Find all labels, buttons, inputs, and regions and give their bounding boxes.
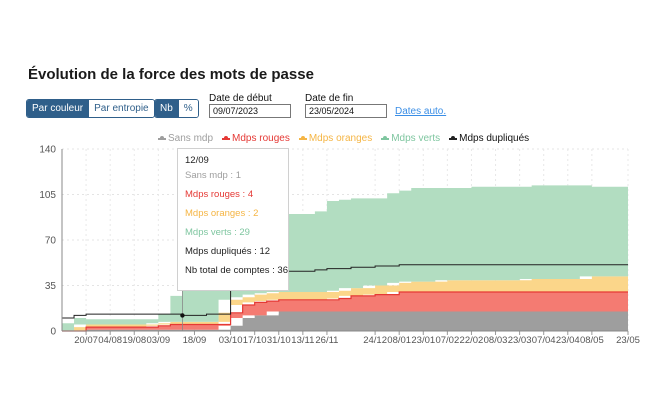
percent-button[interactable]: % xyxy=(177,100,198,117)
legend-swatch xyxy=(158,136,166,140)
legend-swatch xyxy=(298,136,307,140)
chart-legend: Sans mdp Mdps rouges Mdps oranges Mdps v… xyxy=(158,133,529,144)
x-tick-label: 03/09 xyxy=(146,335,170,346)
legend-item-duplicated[interactable]: Mdps dupliqués xyxy=(449,133,529,144)
area-series xyxy=(62,311,628,331)
x-tick-label: 23/01 xyxy=(411,335,435,346)
tooltip-date: 12/09 xyxy=(185,155,209,166)
tooltip-green: Mdps verts : 29 xyxy=(185,227,250,238)
chart-tooltip: 12/09 Sans mdp : 1 Mdps rouges : 4 Mdps … xyxy=(177,148,289,291)
legend-label: Mdps oranges xyxy=(308,133,373,144)
legend-item-red[interactable]: Mdps rouges xyxy=(222,133,290,144)
x-tick-label: 08/01 xyxy=(387,335,411,346)
legend-item-green[interactable]: Mdps verts xyxy=(381,133,440,144)
y-tick-label: 35 xyxy=(45,281,57,292)
x-tick-label: 03/10 xyxy=(219,335,243,346)
x-tick-label: 31/10 xyxy=(267,335,291,346)
by-color-button[interactable]: Par couleur xyxy=(27,100,89,117)
unit-toggle: Nb % xyxy=(154,99,199,118)
legend-label: Sans mdp xyxy=(168,133,214,144)
start-date-label: Date de début xyxy=(209,93,272,104)
x-tick-label: 23/03 xyxy=(508,335,532,346)
x-tick-label: 07/02 xyxy=(435,335,459,346)
auto-dates-link[interactable]: Dates auto. xyxy=(395,106,447,117)
tooltip-total: Nb total de comptes : 36 xyxy=(185,265,288,276)
x-tick-label: 24/12 xyxy=(363,335,387,346)
x-tick-label: 13/11 xyxy=(291,335,314,346)
legend-label: Mdps verts xyxy=(391,133,441,144)
hover-point-duplicated xyxy=(180,313,185,318)
tooltip-duplicated: Mdps dupliqués : 12 xyxy=(185,246,271,257)
y-tick-label: 140 xyxy=(39,145,56,156)
x-tick-label: 23/05 xyxy=(616,335,640,346)
mode-toggle: Par couleur Par entropie xyxy=(26,99,155,118)
duplicated-line xyxy=(62,264,628,319)
x-tick-label: 17/10 xyxy=(243,335,267,346)
tooltip-red: Mdps rouges : 4 xyxy=(185,189,254,200)
legend-swatch xyxy=(449,136,458,140)
y-tick-label: 105 xyxy=(39,190,56,201)
legend-swatch xyxy=(381,136,390,140)
end-date-label: Date de fin xyxy=(305,93,354,104)
x-tick-label: 26/11 xyxy=(315,335,338,346)
by-entropy-button[interactable]: Par entropie xyxy=(88,100,154,117)
red-series-edge xyxy=(62,291,628,332)
legend-item-orange[interactable]: Mdps oranges xyxy=(298,133,373,144)
x-tick-label: 19/08 xyxy=(122,335,146,346)
x-tick-label: 18/09 xyxy=(183,335,207,346)
x-tick-label: 07/04 xyxy=(532,335,556,346)
tooltip-no-password: Sans mdp : 1 xyxy=(185,170,241,181)
area-series xyxy=(62,292,628,331)
start-date-input[interactable] xyxy=(209,104,291,118)
end-date-input[interactable] xyxy=(305,104,387,118)
legend-label: Mdps dupliqués xyxy=(459,133,530,144)
x-tick-label: 04/08 xyxy=(98,335,122,346)
x-tick-label: 23/04 xyxy=(556,335,580,346)
tooltip-orange: Mdps oranges : 2 xyxy=(185,208,259,219)
area-series xyxy=(62,276,628,331)
legend-label: Mdps rouges xyxy=(232,133,290,144)
page-title: Évolution de la force des mots de passe xyxy=(28,66,314,83)
legend-swatch xyxy=(222,136,231,140)
x-tick-label: 20/07 xyxy=(74,335,98,346)
x-tick-label: 22/02 xyxy=(460,335,484,346)
legend-item-no-password[interactable]: Sans mdp xyxy=(158,133,213,144)
x-tick-label: 08/03 xyxy=(484,335,508,346)
x-tick-label: 08/05 xyxy=(580,335,604,346)
y-tick-label: 70 xyxy=(45,236,57,247)
count-button[interactable]: Nb xyxy=(155,100,178,117)
y-tick-label: 0 xyxy=(50,327,56,338)
